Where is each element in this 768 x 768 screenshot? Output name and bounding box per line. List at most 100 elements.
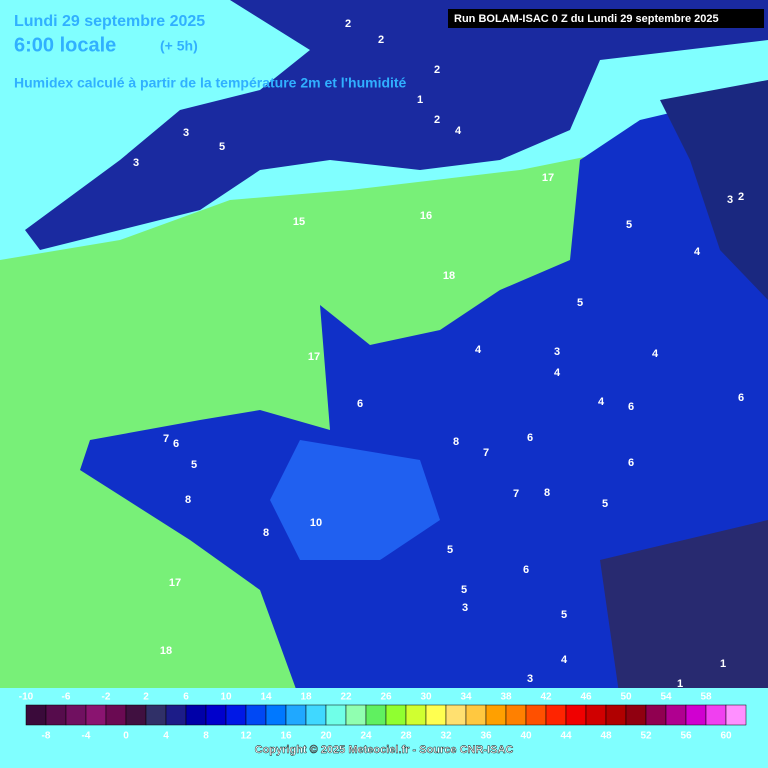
- map-label: 4: [561, 654, 568, 666]
- map-label: 5: [447, 544, 453, 556]
- map-label: 2: [738, 191, 744, 203]
- map-label: 4: [652, 348, 659, 360]
- tick-label: 54: [660, 692, 672, 703]
- map-label: 6: [523, 564, 529, 576]
- map-label: 5: [561, 609, 567, 621]
- tick-label: 28: [400, 731, 412, 742]
- map-label: 4: [598, 396, 605, 408]
- tick-label: 50: [620, 692, 632, 703]
- tick-label: 48: [600, 731, 612, 742]
- map-label: 3: [183, 127, 189, 139]
- date: Lundi 29 septembre 2025: [14, 13, 205, 30]
- tick-label: 24: [360, 731, 372, 742]
- color-box: [725, 704, 747, 726]
- color-box: [645, 704, 667, 726]
- warm-zone: [270, 440, 440, 560]
- map-label: 4: [554, 367, 561, 379]
- map-label: 5: [461, 584, 467, 596]
- map-label: 5: [191, 459, 197, 471]
- tick-label: -6: [62, 692, 71, 703]
- color-box: [125, 704, 147, 726]
- color-box: [525, 704, 547, 726]
- map-label: 7: [513, 488, 519, 500]
- map-label: 8: [453, 436, 459, 448]
- color-box: [25, 704, 47, 726]
- map-label: 4: [694, 246, 701, 258]
- tick-label: 34: [460, 692, 472, 703]
- color-box: [205, 704, 227, 726]
- tick-label: 12: [240, 731, 252, 742]
- color-box: [385, 704, 407, 726]
- color-box: [45, 704, 67, 726]
- map-label: 2: [434, 64, 440, 76]
- tick-label: 56: [680, 731, 692, 742]
- color-box: [545, 704, 567, 726]
- tick-label: 36: [480, 731, 492, 742]
- tick-label: 22: [340, 692, 352, 703]
- copyright: Copyright © 2025 Meteociel.fr - Source C…: [255, 744, 514, 756]
- tick-label: 46: [580, 692, 592, 703]
- color-box: [605, 704, 627, 726]
- map-label: 3: [527, 673, 533, 685]
- color-box: [265, 704, 287, 726]
- color-box: [245, 704, 267, 726]
- map-label: 6: [173, 438, 179, 450]
- tick-label: 32: [440, 731, 452, 742]
- map-label: 2: [434, 114, 440, 126]
- run: Run BOLAM-ISAC 0 Z du Lundi 29 septembre…: [454, 13, 719, 25]
- map-label: 16: [420, 210, 432, 222]
- map-label: 18: [160, 645, 172, 657]
- legend-bg: [0, 688, 768, 768]
- map-label: 2: [378, 34, 384, 46]
- color-box: [165, 704, 187, 726]
- tick-label: 6: [183, 692, 189, 703]
- map-label: 6: [527, 432, 533, 444]
- tick-label: 58: [700, 692, 712, 703]
- color-box: [65, 704, 87, 726]
- map-label: 5: [626, 219, 632, 231]
- map-label: 10: [310, 517, 322, 529]
- color-box: [425, 704, 447, 726]
- map-label: 5: [577, 297, 583, 309]
- map-label: 15: [293, 216, 305, 228]
- color-box: [325, 704, 347, 726]
- color-box: [585, 704, 607, 726]
- tick-label: 4: [163, 731, 169, 742]
- map-label: 1: [417, 94, 423, 106]
- tick-label: -10: [19, 692, 34, 703]
- color-box: [85, 704, 107, 726]
- map-label: 6: [357, 398, 363, 410]
- tick-label: 30: [420, 692, 432, 703]
- color-box: [485, 704, 507, 726]
- tick-label: 60: [720, 731, 732, 742]
- tick-label: 38: [500, 692, 512, 703]
- color-box: [505, 704, 527, 726]
- map-label: 8: [263, 527, 269, 539]
- color-box: [445, 704, 467, 726]
- map-label: 5: [602, 498, 608, 510]
- tick-label: -8: [42, 731, 51, 742]
- color-box: [465, 704, 487, 726]
- tick-label: 10: [220, 692, 232, 703]
- color-box: [345, 704, 367, 726]
- color-box: [285, 704, 307, 726]
- color-box: [305, 704, 327, 726]
- cool-zone: [600, 520, 768, 700]
- map-label: 18: [443, 270, 455, 282]
- map-label: 7: [163, 433, 169, 445]
- tick-label: -4: [82, 731, 91, 742]
- color-box: [625, 704, 647, 726]
- map-label: 4: [455, 125, 462, 137]
- time: 6:00 locale: [14, 34, 116, 56]
- tick-label: 8: [203, 731, 209, 742]
- color-box: [665, 704, 687, 726]
- offset: (+ 5h): [160, 38, 198, 54]
- map-label: 8: [185, 494, 191, 506]
- color-box: [405, 704, 427, 726]
- map-label: 17: [542, 172, 554, 184]
- tick-label: 0: [123, 731, 129, 742]
- england: [25, 0, 768, 250]
- color-box: [185, 704, 207, 726]
